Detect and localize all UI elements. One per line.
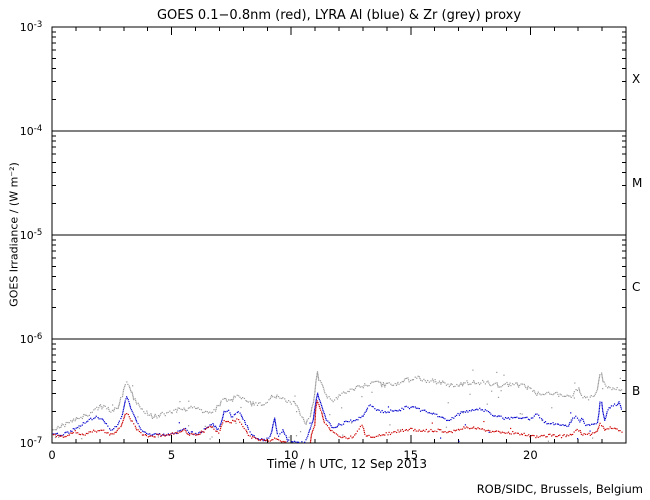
svg-text:15: 15 — [403, 448, 418, 462]
svg-text:M: M — [632, 176, 642, 190]
series-lyra-al-proxy — [52, 392, 623, 443]
svg-text:10-3: 10-3 — [20, 20, 42, 34]
svg-text:C: C — [632, 280, 640, 294]
svg-text:B: B — [632, 384, 640, 398]
flare-class-labels: X M C B — [632, 72, 642, 398]
credit-text: ROB/SIDC, Brussels, Belgium — [476, 482, 643, 496]
svg-text:20: 20 — [523, 448, 538, 462]
series-goes-0-1-0-8nm — [52, 400, 623, 443]
x-tick-labels: 0 5 10 15 20 — [48, 448, 537, 462]
svg-text:0: 0 — [48, 448, 55, 462]
svg-text:5: 5 — [168, 448, 175, 462]
svg-text:10-5: 10-5 — [20, 228, 42, 242]
x-axis-label: Time / h UTC, 12 Sep 2013 — [267, 457, 427, 471]
series-lyra-zr-proxy — [52, 369, 623, 442]
svg-text:10-6: 10-6 — [20, 332, 42, 346]
chart-title: GOES 0.1−0.8nm (red), LYRA Al (blue) & Z… — [156, 8, 522, 23]
y-axis-label: GOES Irradiance / (W m⁻²) — [7, 162, 21, 307]
svg-text:10: 10 — [284, 448, 299, 462]
svg-text:10-7: 10-7 — [20, 436, 42, 450]
flare-class-boundary-lines — [52, 130, 626, 340]
svg-text:10-4: 10-4 — [20, 124, 42, 138]
y-tick-labels: 10-3 10-4 10-5 10-6 10-7 — [20, 20, 42, 450]
svg-text:X: X — [632, 72, 640, 86]
